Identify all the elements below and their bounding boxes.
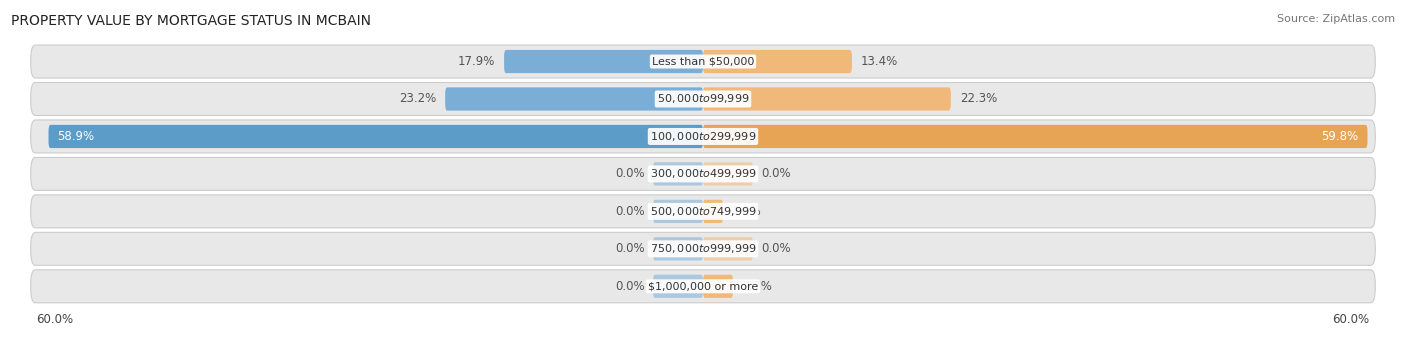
FancyBboxPatch shape bbox=[48, 125, 703, 148]
Text: $100,000 to $299,999: $100,000 to $299,999 bbox=[650, 130, 756, 143]
Text: 23.2%: 23.2% bbox=[399, 92, 436, 105]
FancyBboxPatch shape bbox=[703, 87, 950, 110]
FancyBboxPatch shape bbox=[703, 50, 852, 73]
Text: 1.8%: 1.8% bbox=[733, 205, 762, 218]
Text: 59.8%: 59.8% bbox=[1322, 130, 1358, 143]
FancyBboxPatch shape bbox=[703, 237, 754, 261]
FancyBboxPatch shape bbox=[703, 275, 733, 298]
FancyBboxPatch shape bbox=[31, 195, 1375, 228]
Text: 60.0%: 60.0% bbox=[37, 312, 73, 326]
FancyBboxPatch shape bbox=[31, 232, 1375, 265]
Text: $50,000 to $99,999: $50,000 to $99,999 bbox=[657, 92, 749, 105]
Text: 0.0%: 0.0% bbox=[616, 280, 645, 293]
Text: PROPERTY VALUE BY MORTGAGE STATUS IN MCBAIN: PROPERTY VALUE BY MORTGAGE STATUS IN MCB… bbox=[11, 14, 371, 28]
Legend: Without Mortgage, With Mortgage: Without Mortgage, With Mortgage bbox=[578, 337, 828, 341]
Text: 0.0%: 0.0% bbox=[616, 205, 645, 218]
Text: Less than $50,000: Less than $50,000 bbox=[652, 57, 754, 66]
Text: Source: ZipAtlas.com: Source: ZipAtlas.com bbox=[1277, 14, 1395, 24]
Text: 58.9%: 58.9% bbox=[58, 130, 94, 143]
Text: 60.0%: 60.0% bbox=[1333, 312, 1369, 326]
Text: 0.0%: 0.0% bbox=[616, 242, 645, 255]
Text: 0.0%: 0.0% bbox=[761, 167, 790, 180]
FancyBboxPatch shape bbox=[31, 158, 1375, 190]
FancyBboxPatch shape bbox=[703, 200, 723, 223]
Text: 2.7%: 2.7% bbox=[742, 280, 772, 293]
FancyBboxPatch shape bbox=[31, 45, 1375, 78]
Text: $300,000 to $499,999: $300,000 to $499,999 bbox=[650, 167, 756, 180]
FancyBboxPatch shape bbox=[652, 200, 703, 223]
FancyBboxPatch shape bbox=[652, 275, 703, 298]
FancyBboxPatch shape bbox=[652, 237, 703, 261]
Text: 0.0%: 0.0% bbox=[761, 242, 790, 255]
FancyBboxPatch shape bbox=[703, 125, 1368, 148]
FancyBboxPatch shape bbox=[31, 270, 1375, 303]
FancyBboxPatch shape bbox=[31, 120, 1375, 153]
Text: $750,000 to $999,999: $750,000 to $999,999 bbox=[650, 242, 756, 255]
Text: $1,000,000 or more: $1,000,000 or more bbox=[648, 281, 758, 291]
Text: 17.9%: 17.9% bbox=[458, 55, 495, 68]
Text: 22.3%: 22.3% bbox=[960, 92, 997, 105]
FancyBboxPatch shape bbox=[652, 162, 703, 186]
FancyBboxPatch shape bbox=[505, 50, 703, 73]
FancyBboxPatch shape bbox=[703, 162, 754, 186]
Text: 0.0%: 0.0% bbox=[616, 167, 645, 180]
Text: $500,000 to $749,999: $500,000 to $749,999 bbox=[650, 205, 756, 218]
FancyBboxPatch shape bbox=[446, 87, 703, 110]
Text: 13.4%: 13.4% bbox=[860, 55, 898, 68]
FancyBboxPatch shape bbox=[31, 83, 1375, 116]
